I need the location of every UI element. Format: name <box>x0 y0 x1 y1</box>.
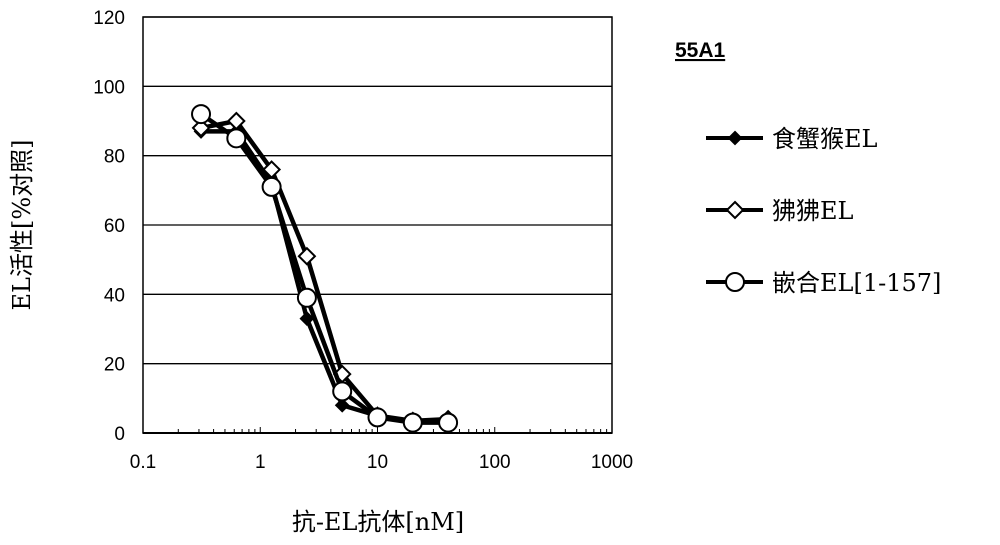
chart-title: 55A1 <box>675 39 726 62</box>
data-point <box>438 412 459 433</box>
y-tick-label: 80 <box>104 147 125 168</box>
legend-item: 嵌合EL[1-157] <box>706 269 941 297</box>
legend-label: 嵌合EL[1-157] <box>772 269 941 297</box>
legend-item: 狒狒EL <box>706 197 854 225</box>
data-point <box>402 412 423 433</box>
legend-item: 食蟹猴EL <box>706 125 878 153</box>
x-tick-label: 100 <box>479 452 511 473</box>
data-point <box>297 246 317 266</box>
grid <box>142 16 613 434</box>
data-point <box>334 397 350 413</box>
data-point <box>191 118 211 138</box>
legend-label: 狒狒EL <box>772 197 854 225</box>
series-layer <box>191 104 459 433</box>
y-tick-label: 100 <box>93 77 125 98</box>
x-axis-label: 抗-EL抗体[nM] <box>292 508 464 536</box>
data-point <box>332 381 353 402</box>
y-tick-label: 60 <box>104 216 125 237</box>
data-point <box>725 272 745 292</box>
data-point <box>261 176 282 197</box>
data-point <box>296 287 317 308</box>
x-tick-label: 10 <box>367 452 388 473</box>
y-tick-label: 40 <box>104 285 125 306</box>
y-tick-label: 0 <box>114 424 125 445</box>
data-point <box>299 311 315 327</box>
legend-label: 食蟹猴EL <box>772 125 878 153</box>
y-tick-label: 20 <box>104 355 125 376</box>
x-tick-label: 0.1 <box>130 452 156 473</box>
legend: 食蟹猴EL 狒狒EL 嵌合EL[1-157] <box>706 125 941 297</box>
data-point <box>727 130 743 146</box>
series-3 <box>191 104 459 433</box>
data-point <box>725 200 745 220</box>
x-tick-label: 1 <box>255 452 266 473</box>
y-axis-label: EL活性[%对照] <box>8 140 36 311</box>
x-tick-label: 1000 <box>591 452 633 473</box>
data-point <box>191 104 212 125</box>
data-point <box>367 407 388 428</box>
y-axis-ticks: 0 20 40 60 80 100 120 <box>93 8 125 445</box>
x-axis-ticks: 0.1 1 10 100 1000 <box>130 427 633 473</box>
y-tick-label: 120 <box>93 8 125 29</box>
data-point <box>226 128 247 149</box>
